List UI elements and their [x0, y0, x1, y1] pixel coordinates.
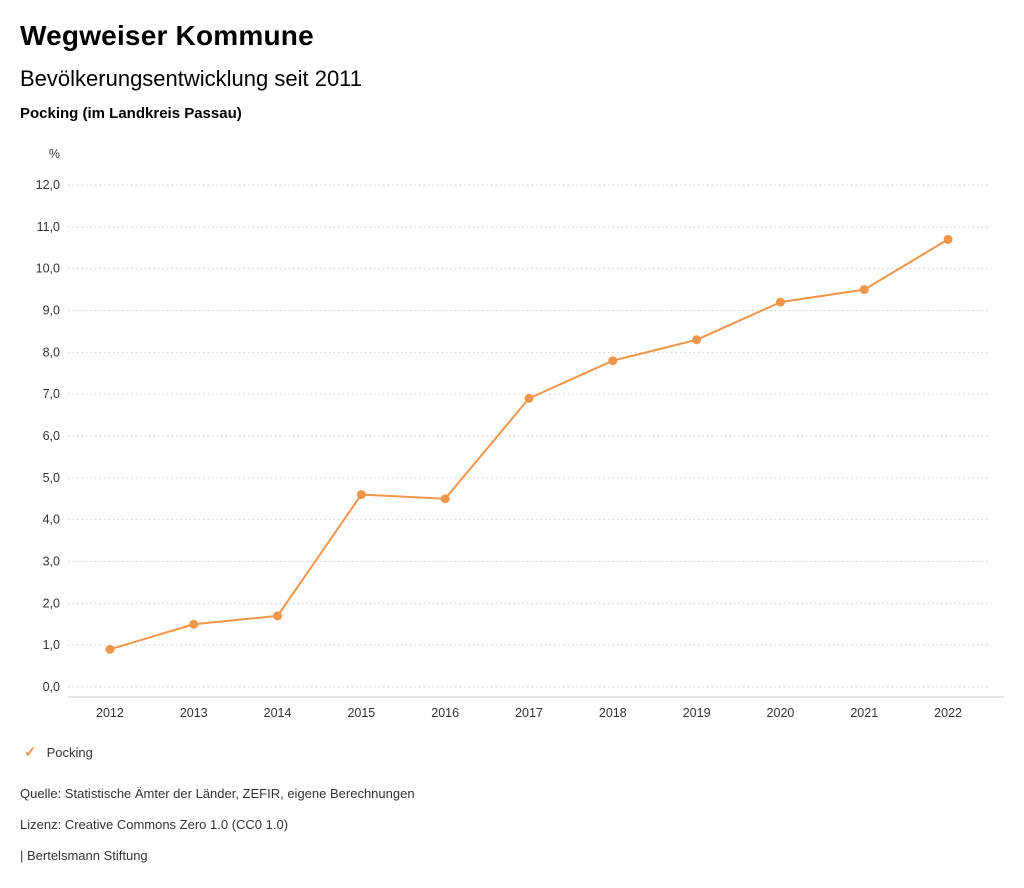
data-point[interactable] [775, 297, 785, 307]
y-tick-label: 2,0 [43, 596, 60, 610]
x-tick-label: 2022 [934, 706, 962, 720]
y-axis-unit-label: % [49, 147, 60, 161]
data-point[interactable] [943, 234, 953, 244]
y-tick-label: 0,0 [43, 680, 60, 694]
region-label: Pocking (im Landkreis Passau) [20, 105, 242, 122]
y-tick-label: 10,0 [36, 262, 60, 276]
y-tick-label: 11,0 [37, 220, 60, 234]
source-text: Quelle: Statistische Ämter der Länder, Z… [20, 786, 415, 801]
y-tick-label: 5,0 [43, 471, 60, 485]
y-tick-label: 8,0 [43, 345, 60, 359]
x-tick-label: 2012 [96, 706, 124, 720]
legend-item-pocking[interactable]: ✓ Pocking [24, 745, 93, 760]
x-tick-label: 2019 [683, 706, 711, 720]
x-tick-label: 2020 [767, 706, 795, 720]
y-tick-label: 9,0 [43, 304, 60, 318]
y-tick-label: 6,0 [43, 429, 60, 443]
license-text: Lizenz: Creative Commons Zero 1.0 (CC0 1… [20, 817, 289, 832]
data-point[interactable] [608, 356, 618, 366]
data-point[interactable] [440, 494, 450, 504]
population-line-chart: % 0,0 1,0 2,0 3,0 4,0 5,0 6,0 7,0 8,0 9,0 10,0 11,0 1… [0, 140, 1024, 740]
x-tick-label: 2015 [347, 706, 375, 720]
data-point[interactable] [524, 393, 534, 403]
x-tick-label: 2021 [850, 706, 878, 720]
data-point[interactable] [105, 644, 115, 654]
chart-canvas: % 0,0 1,0 2,0 3,0 4,0 5,0 6,0 7,0 8,0 9,0 10,0 11,0 1… [36, 147, 1004, 720]
y-tick-label: 12,0 [36, 178, 60, 192]
chart-subtitle: Bevölkerungsentwicklung seit 2011 [20, 66, 363, 91]
legend-check-icon: ✓ [24, 744, 37, 761]
x-tick-label: 2017 [515, 706, 543, 720]
x-tick-label: 2018 [599, 706, 627, 720]
attribution-text: | Bertelsmann Stiftung [20, 848, 148, 863]
legend-label: Pocking [46, 745, 93, 760]
data-point[interactable] [692, 335, 702, 345]
data-point[interactable] [273, 611, 283, 621]
series-line [109, 238, 949, 651]
x-tick-label: 2013 [180, 706, 208, 720]
y-tick-label: 3,0 [43, 555, 60, 569]
x-tick-label: 2014 [264, 706, 292, 720]
page-title: Wegweiser Kommune [20, 20, 314, 51]
data-point[interactable] [189, 619, 199, 629]
data-point[interactable] [356, 490, 366, 500]
y-tick-label: 7,0 [43, 387, 60, 401]
data-point[interactable] [859, 285, 869, 295]
y-tick-label: 4,0 [43, 513, 60, 527]
y-tick-label: 1,0 [43, 638, 60, 652]
x-tick-label: 2016 [431, 706, 459, 720]
